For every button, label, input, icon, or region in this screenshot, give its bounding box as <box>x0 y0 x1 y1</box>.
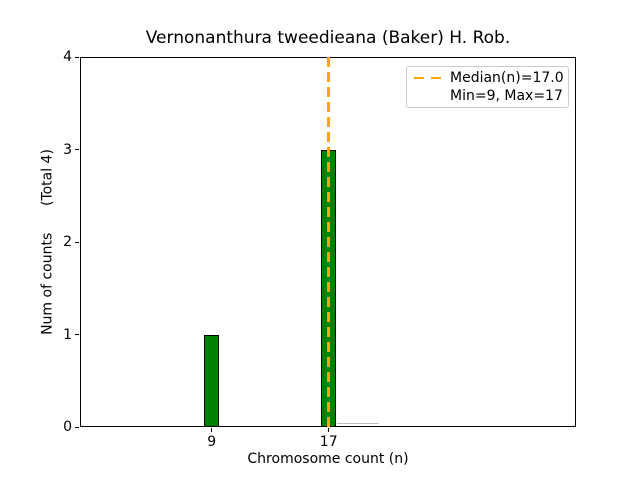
y-tick-label: 2 <box>63 234 72 250</box>
x-tick-mark <box>328 428 330 432</box>
y-tick-mark <box>75 241 79 243</box>
legend-label-minmax: Min=9, Max=17 <box>450 87 563 104</box>
baseline-artifact-line <box>337 423 379 424</box>
y-tick-mark <box>75 334 79 335</box>
median-dashed-line-sample-icon <box>414 76 442 80</box>
y-tick-mark <box>75 56 79 58</box>
x-tick-label: 17 <box>319 434 338 450</box>
chart-title: Vernonanthura tweedieana (Baker) H. Rob. <box>145 28 511 48</box>
legend-empty-handle <box>414 95 442 98</box>
x-tick-mark <box>211 428 213 432</box>
y-tick-label: 0 <box>63 419 72 435</box>
y-tick-label: 3 <box>63 141 72 158</box>
legend-label-median: Median(n)=17.0 <box>450 69 564 86</box>
legend: Median(n)=17.0 Min=9, Max=17 <box>406 66 569 108</box>
median-line <box>327 57 330 427</box>
y-tick-mark <box>75 426 79 428</box>
y-tick-label: 4 <box>63 49 72 65</box>
legend-item-minmax: Min=9, Max=17 <box>414 87 563 105</box>
y-tick-mark <box>75 149 79 150</box>
legend-item-median: Median(n)=17.0 <box>414 69 564 87</box>
y-tick-label: 1 <box>63 326 72 343</box>
bar <box>204 334 219 427</box>
x-axis-label: Chromosome count (n) <box>247 451 409 467</box>
x-tick-label: 9 <box>207 434 217 450</box>
